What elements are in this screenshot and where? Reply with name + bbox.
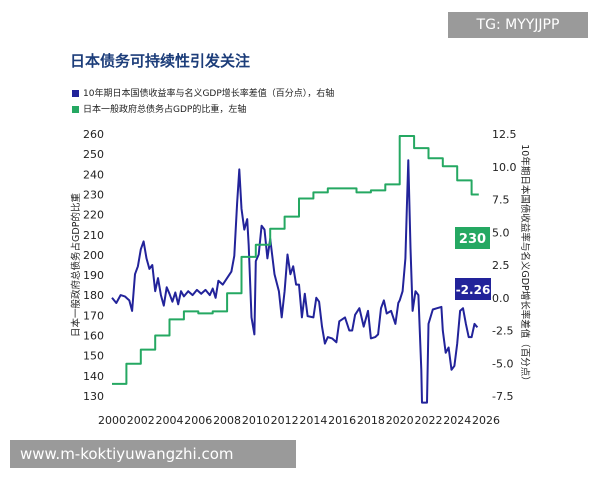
watermark-top-right: TG: MYYJJPP	[448, 12, 588, 38]
y2-tick-label: 12.5	[492, 128, 517, 141]
end-label-bg-spread	[455, 278, 491, 300]
legend-item-spread: 10年期日本国债收益率与名义GDP增长率差值（百分点），右轴	[72, 86, 334, 99]
x-tick-label: 2024	[443, 414, 471, 427]
y-tick-label: 220	[83, 209, 104, 222]
y2-axis-label: 10年期日本国债收益率与名义GDP增长率差值（百分点）	[519, 144, 531, 386]
x-tick-label: 2022	[414, 414, 442, 427]
y-axis-label: 日本一般政府总债务占GDP的比重	[70, 193, 82, 337]
y-tick-label: 160	[83, 330, 104, 343]
x-tick-label: 2014	[299, 414, 327, 427]
end-label-bg-debt	[455, 227, 490, 249]
y-tick-label: 260	[83, 128, 104, 141]
y-tick-label: 190	[83, 269, 104, 282]
legend-label-spread: 10年期日本国债收益率与名义GDP增长率差值（百分点），右轴	[83, 89, 335, 99]
legend-item-debt: 日本一般政府总债务占GDP的比重，左轴	[72, 102, 246, 115]
y-tick-label: 170	[83, 309, 104, 322]
end-label-debt: 230	[459, 232, 486, 247]
y2-tick-label: -2.5	[492, 325, 513, 338]
y-tick-label: 200	[83, 249, 104, 262]
y-tick-label: 180	[83, 289, 104, 302]
y2-tick-label: 0.0	[492, 292, 510, 305]
x-tick-label: 2006	[184, 414, 212, 427]
x-tick-label: 2016	[328, 414, 356, 427]
y-tick-label: 240	[83, 168, 104, 181]
y-tick-label: 140	[83, 370, 104, 383]
y2-tick-label: 10.0	[492, 161, 517, 174]
chart-title: 日本债务可持续性引发关注	[70, 52, 251, 70]
y-tick-label: 130	[83, 390, 104, 403]
x-tick-label: 2000	[98, 414, 126, 427]
y2-tick-label: -7.5	[492, 390, 513, 403]
y2-tick-label: 2.5	[492, 259, 510, 272]
legend-swatch-navy	[72, 90, 79, 97]
x-tick-label: 2026	[472, 414, 500, 427]
y-tick-label: 230	[83, 188, 104, 201]
series-line-debt	[112, 135, 479, 385]
end-label-spread: -2.26	[456, 283, 491, 297]
y-tick-label: 150	[83, 350, 104, 363]
y-tick-label: 250	[83, 148, 104, 161]
series-line-spread	[111, 159, 479, 404]
x-tick-label: 2008	[213, 414, 241, 427]
x-tick-label: 2018	[357, 414, 385, 427]
legend-swatch-green	[72, 106, 79, 113]
legend-label-debt: 日本一般政府总债务占GDP的比重，左轴	[83, 105, 247, 115]
y2-tick-label: 5.0	[492, 226, 510, 239]
x-tick-label: 2004	[156, 414, 184, 427]
x-tick-label: 2010	[242, 414, 270, 427]
watermark-bottom-left: www.m-koktiyuwangzhi.com	[10, 440, 296, 468]
y2-tick-label: 7.5	[492, 194, 510, 207]
y2-tick-label: -5.0	[492, 357, 513, 370]
x-tick-label: 2012	[271, 414, 299, 427]
y-tick-label: 210	[83, 229, 104, 242]
x-tick-label: 2002	[127, 414, 155, 427]
x-tick-label: 2020	[386, 414, 414, 427]
